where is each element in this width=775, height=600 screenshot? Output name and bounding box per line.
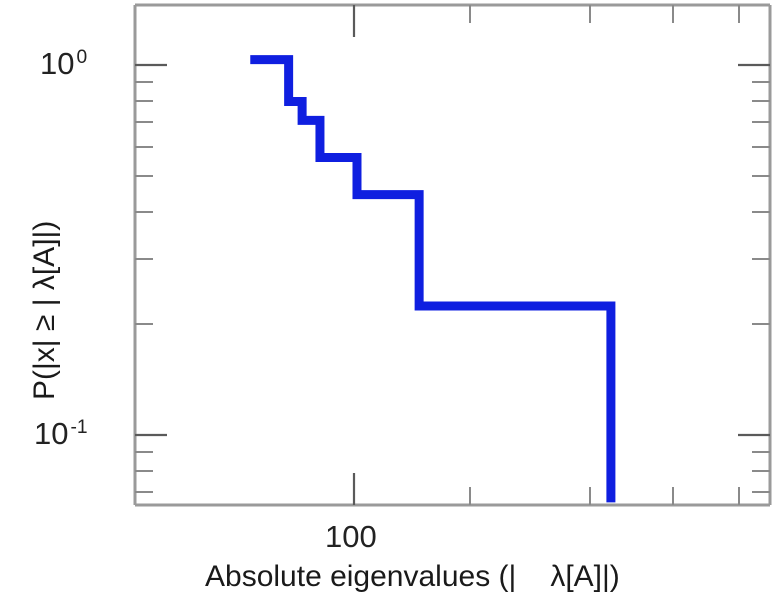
axes-frame [133,3,772,507]
x-axis-label: Absolute eigenvalues (| λ[A]|) [205,560,620,594]
y-tick-label-1e-1-base: 10 [34,416,69,451]
y-axis-label: P(|x| ≥ | λ[A]|) [28,220,61,400]
y-tick-label-1e0-exp: 0 [76,46,88,68]
x-axis-label-prefix: Absolute eigenvalues (| [205,560,517,593]
y-tick-label-1e-1-exp: -1 [70,416,88,438]
x-minor-ticks [469,5,740,505]
x-tick-label-100: 100 [325,519,377,554]
y-tick-label-1e-1: 10 -1 [34,416,88,452]
y-tick-label-1e0: 10 0 [40,46,87,82]
y-tick-label-1e0-base: 10 [40,46,75,81]
y-major-ticks [135,63,770,437]
ccdf-step-curve [250,55,616,503]
x-axis-label-symbol: λ[A]|) [550,560,620,593]
y-minor-ticks [135,81,770,493]
